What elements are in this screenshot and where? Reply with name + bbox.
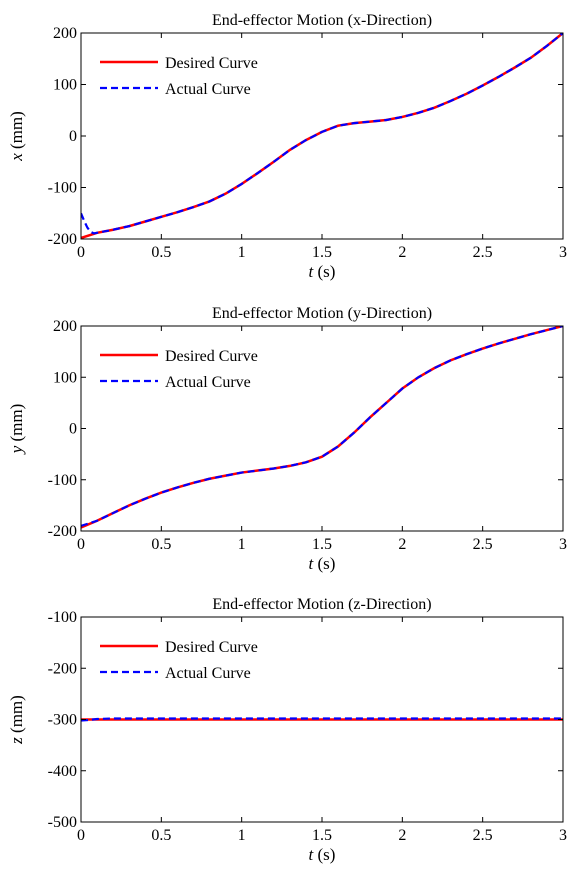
y-tick-label: 200 xyxy=(53,25,77,42)
y-tick-label: 200 xyxy=(53,318,77,335)
y-tick-label: -400 xyxy=(48,763,77,780)
x-tick-label: 0.5 xyxy=(151,244,171,261)
x-tick-label: 3 xyxy=(559,827,567,844)
x-tick-label: 0.5 xyxy=(151,536,171,553)
legend-label: Desired Curve xyxy=(165,348,258,365)
y-tick-label: -100 xyxy=(48,180,77,197)
x-tick-label: 0 xyxy=(77,536,85,553)
x-tick-label: 1 xyxy=(238,827,246,844)
x-tick-label: 0 xyxy=(77,827,85,844)
x-tick-label: 0.5 xyxy=(151,827,171,844)
chart-title: End-effector Motion (y-Direction) xyxy=(212,305,432,322)
x-axis-variable: t xyxy=(309,845,315,864)
x-tick-label: 1.5 xyxy=(312,536,332,553)
y-tick-label: -200 xyxy=(48,231,77,248)
y-tick-label: 100 xyxy=(53,77,77,94)
y-axis-unit: (mm) xyxy=(7,404,26,446)
x-tick-label: 3 xyxy=(559,244,567,261)
y-tick-label: -200 xyxy=(48,660,77,677)
y-tick-label: 0 xyxy=(69,128,77,145)
legend-label: Desired Curve xyxy=(165,639,258,656)
x-tick-label: 1 xyxy=(238,536,246,553)
chart-panel-1: End-effector Motion (y-Direction) 0 0.5 1 1.… xyxy=(7,305,567,573)
y-tick-label: 100 xyxy=(53,369,77,386)
y-tick-label: -300 xyxy=(48,712,77,729)
legend: Desired Curve Actual Curve xyxy=(100,348,258,391)
x-axis-label: t (s) xyxy=(309,554,336,573)
x-axis-variable: t xyxy=(309,262,315,281)
y-tick-label: -100 xyxy=(48,472,77,489)
y-axis-variable: y xyxy=(7,445,26,455)
y-axis-unit: (mm) xyxy=(7,695,26,737)
x-tick-label: 0 xyxy=(77,244,85,261)
y-tick-label: -100 xyxy=(48,609,77,626)
legend: Desired Curve Actual Curve xyxy=(100,639,258,682)
chart-panel-2: End-effector Motion (z-Direction) 0 0.5 1 1.… xyxy=(7,596,567,864)
x-axis-variable: t xyxy=(309,554,315,573)
legend-label: Actual Curve xyxy=(165,665,251,682)
series-line-actual xyxy=(81,33,563,235)
x-tick-label: 1.5 xyxy=(312,827,332,844)
legend: Desired Curve Actual Curve xyxy=(100,55,258,98)
chart-title: End-effector Motion (x-Direction) xyxy=(212,12,432,29)
plot-frame xyxy=(80,32,564,240)
x-axis-unit: (s) xyxy=(313,262,335,281)
legend-label: Actual Curve xyxy=(165,374,251,391)
legend-label: Desired Curve xyxy=(165,55,258,72)
y-axis-label: y (mm) xyxy=(7,404,26,456)
series-line-desired xyxy=(81,326,563,529)
y-tick-label: -200 xyxy=(48,523,77,540)
x-axis-unit: (s) xyxy=(313,554,335,573)
y-tick-label: 0 xyxy=(69,421,77,438)
x-axis-label: t (s) xyxy=(309,262,336,281)
x-tick-label: 1.5 xyxy=(312,244,332,261)
x-tick-label: 2.5 xyxy=(473,244,493,261)
y-axis-unit: (mm) xyxy=(7,111,26,153)
x-tick-label: 2 xyxy=(398,244,406,261)
series-line-actual xyxy=(81,717,563,722)
y-axis-variable: z xyxy=(7,737,26,745)
x-tick-label: 3 xyxy=(559,536,567,553)
y-axis-label: x (mm) xyxy=(7,111,26,162)
x-tick-label: 2.5 xyxy=(473,536,493,553)
y-axis-label: z (mm) xyxy=(7,695,26,745)
y-axis-variable: x xyxy=(7,153,26,162)
x-tick-label: 2 xyxy=(398,827,406,844)
chart-title: End-effector Motion (z-Direction) xyxy=(212,596,431,613)
legend-label: Actual Curve xyxy=(165,81,251,98)
x-tick-label: 2 xyxy=(398,536,406,553)
x-tick-label: 1 xyxy=(238,244,246,261)
y-tick-label: -500 xyxy=(48,814,77,831)
x-tick-label: 2.5 xyxy=(473,827,493,844)
chart-panel-0: End-effector Motion (x-Direction) 0 0.5 1 1.… xyxy=(7,12,567,281)
x-axis-unit: (s) xyxy=(313,845,335,864)
series-line-desired xyxy=(81,33,563,239)
plot-frame xyxy=(80,325,564,532)
x-axis-label: t (s) xyxy=(309,845,336,864)
